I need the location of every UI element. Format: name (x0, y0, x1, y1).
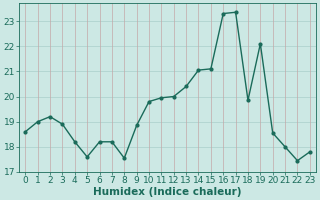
X-axis label: Humidex (Indice chaleur): Humidex (Indice chaleur) (93, 187, 242, 197)
